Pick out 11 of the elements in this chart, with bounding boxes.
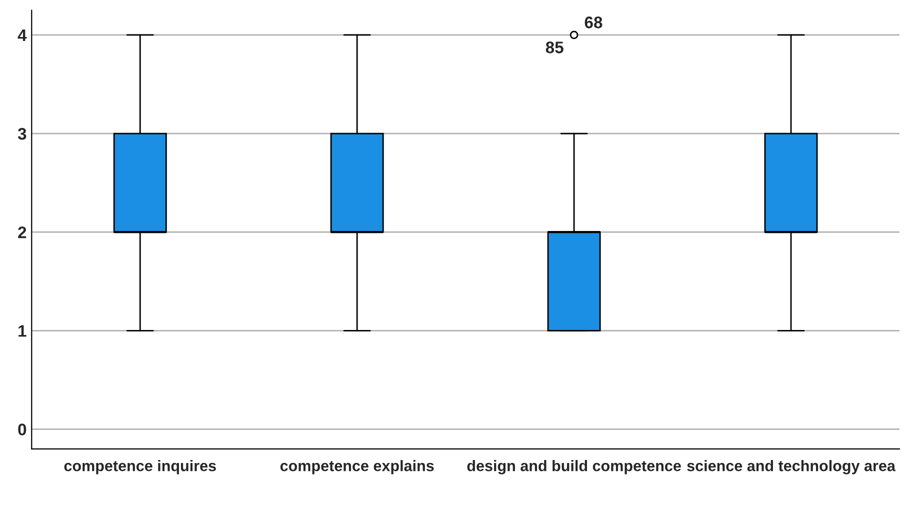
y-tick-label: 0 <box>18 424 26 436</box>
x-tick-label: competence inquires <box>64 460 216 474</box>
y-tick-label: 1 <box>18 325 26 337</box>
x-tick-label: competence explains <box>280 460 434 474</box>
y-tick-label: 4 <box>18 30 27 41</box>
x-tick-label: design and build competence <box>467 460 681 474</box>
x-tick-label: science and technology area <box>687 460 896 474</box>
y-tick-label: 3 <box>18 128 26 140</box>
y-tick-label: 2 <box>18 226 26 238</box>
annotation: 85 <box>546 42 564 54</box>
annotation: 68 <box>584 16 602 28</box>
